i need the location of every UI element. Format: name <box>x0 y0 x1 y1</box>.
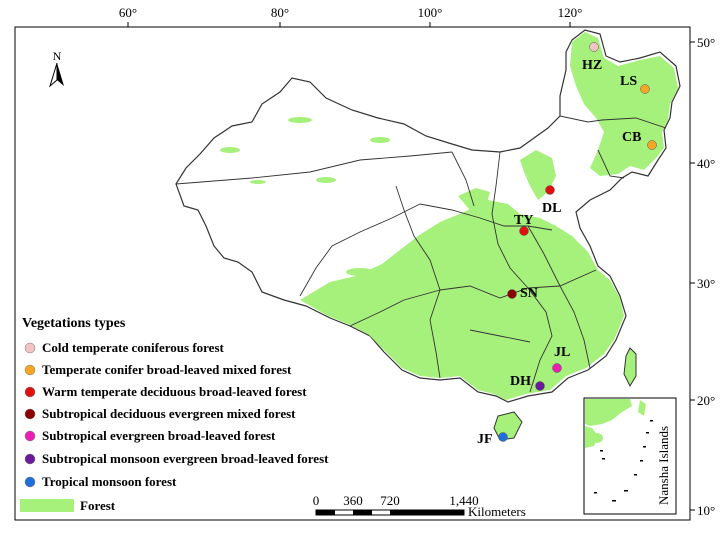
legend-title: Vegetations types <box>22 316 126 331</box>
legend-item-5: Subtropical monsoon evergreen broad-leav… <box>42 451 329 466</box>
legend-swatch-0 <box>24 342 36 354</box>
legend-item-4: Subtropical evergreen broad-leaved fores… <box>42 428 276 443</box>
right-axis: 50° 40° 30° 20° 10° <box>690 35 715 518</box>
lon-tick-120: 120° <box>558 5 583 20</box>
map-frame <box>14 26 691 521</box>
legend-item-2: Warm temperate deciduous broad-leaved fo… <box>42 384 307 399</box>
site-label-sn: SN <box>520 286 538 301</box>
site-marker-cb <box>647 140 657 150</box>
site-marker-jf <box>498 432 508 442</box>
site-marker-ls <box>640 84 650 94</box>
legend-swatch-6 <box>24 476 36 488</box>
site-label-ls: LS <box>620 74 637 89</box>
site-marker-dh <box>535 381 545 391</box>
lon-tick-60: 60° <box>119 5 137 20</box>
site-label-jf: JF <box>477 432 493 447</box>
inset-label: Nansha Islands <box>656 426 671 505</box>
lat-tick-40: 40° <box>697 156 715 171</box>
site-label-dl: DL <box>542 201 561 216</box>
scale-tick-720: 720 <box>380 493 400 508</box>
lat-tick-10: 10° <box>697 503 715 518</box>
site-marker-sn <box>507 289 517 299</box>
site-marker-ty <box>519 226 529 236</box>
north-label: N <box>53 49 62 63</box>
site-marker-hz <box>589 42 599 52</box>
china-outline <box>175 29 681 441</box>
legend-forest-label: Forest <box>80 498 116 513</box>
site-marker-dl <box>545 185 555 195</box>
scale-tick-1440: 1,440 <box>449 493 478 508</box>
lat-tick-50: 50° <box>697 35 715 50</box>
site-label-dh: DH <box>510 374 531 389</box>
lon-tick-80: 80° <box>271 5 289 20</box>
sites-layer: HZ LS CB DL TY SN JL DH JF <box>477 42 657 447</box>
legend-item-0: Cold temperate coniferous forest <box>42 340 225 355</box>
legend-item-1: Temperate conifer broad-leaved mixed for… <box>42 362 292 377</box>
lat-tick-30: 30° <box>697 276 715 291</box>
scale-tick-360: 360 <box>343 493 363 508</box>
legend-item-6: Tropical monsoon forest <box>42 474 177 489</box>
legend-swatch-4 <box>24 430 36 442</box>
scale-unit: Kilometers <box>468 504 526 519</box>
scale-bar: 0 360 720 1,440 Kilometers <box>313 493 526 519</box>
top-axis: 60° 80° 100° 120° <box>119 5 582 27</box>
site-label-cb: CB <box>622 130 641 145</box>
legend-swatch-3 <box>24 408 36 420</box>
legend-swatch-5 <box>24 453 36 465</box>
legend: Vegetations types Cold temperate conifer… <box>20 316 329 513</box>
lat-tick-20: 20° <box>697 393 715 408</box>
scale-tick-0: 0 <box>313 493 320 508</box>
site-marker-jl <box>552 363 562 373</box>
site-label-ty: TY <box>514 213 533 228</box>
lon-tick-100: 100° <box>418 5 443 20</box>
site-label-jl: JL <box>554 345 570 360</box>
site-label-hz: HZ <box>582 58 602 73</box>
north-arrow-icon: N <box>49 49 64 88</box>
legend-forest-swatch <box>20 499 74 512</box>
legend-swatch-1 <box>24 364 36 376</box>
inset-map: Nansha Islands <box>583 397 677 515</box>
legend-item-3: Subtropical deciduous evergreen mixed fo… <box>42 406 296 421</box>
legend-swatch-2 <box>24 386 36 398</box>
